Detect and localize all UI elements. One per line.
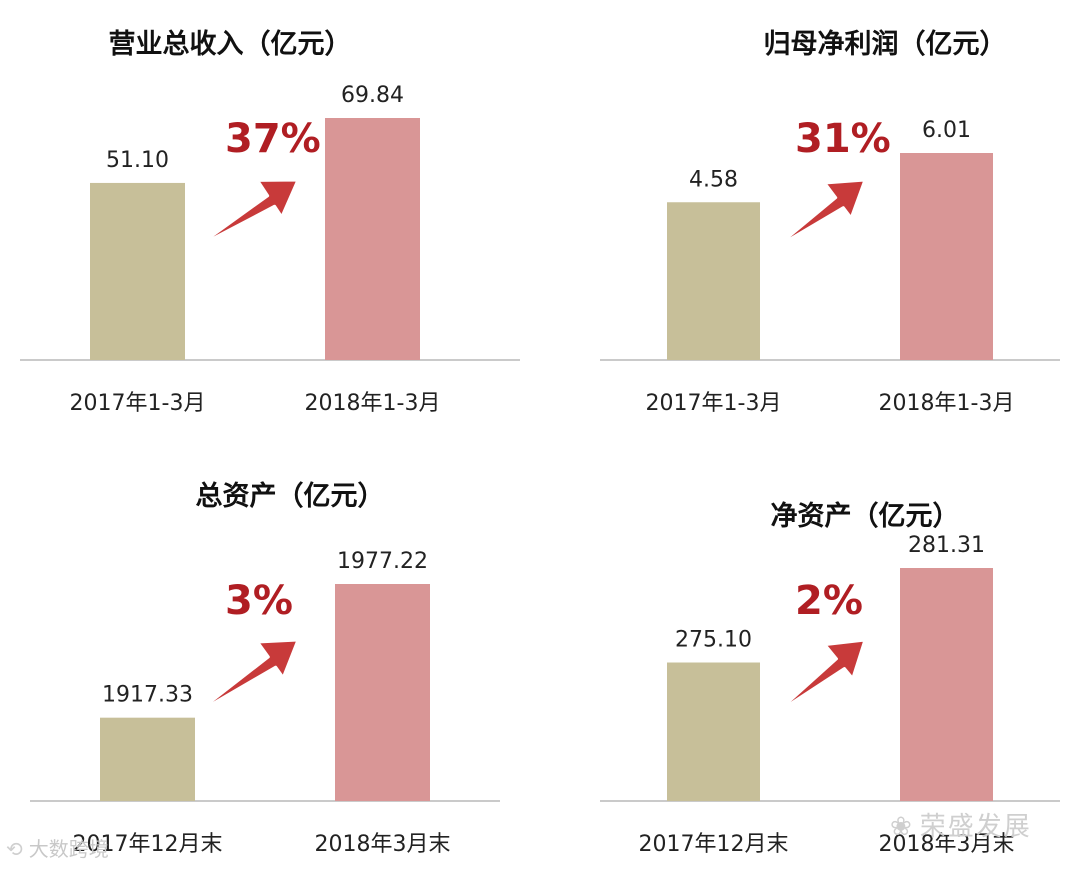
- watermark-right: ❀ 荣盛发展: [890, 812, 1032, 842]
- growth-arrow-icon: [773, 178, 867, 250]
- chart-title: 净资产（亿元）: [770, 501, 960, 532]
- wechat-icon: ❀: [890, 812, 914, 842]
- growth-percent-label: 31%: [795, 116, 891, 162]
- chart-panel-net-assets: 净资产（亿元） 275.10 2017年12月末 281.31 2018年3月末 2%: [540, 436, 1080, 872]
- chart-title: 营业总收入（亿元）: [108, 29, 352, 60]
- chart-panel-net-profit: 归母净利润（亿元） 4.58 2017年1-3月 6.01 2018年1-3月 31%: [540, 0, 1080, 436]
- category-label: 2017年1-3月: [70, 391, 206, 416]
- bar-chart: 4.58 2017年1-3月 6.01 2018年1-3月 31%: [600, 116, 1060, 416]
- category-label: 2018年3月末: [315, 832, 451, 857]
- growth-arrow-icon: [193, 638, 300, 716]
- category-label: 2017年12月末: [73, 832, 223, 857]
- growth-arrow-icon: [193, 178, 300, 250]
- bar-current: [325, 118, 420, 360]
- bar-value-label: 6.01: [922, 118, 971, 143]
- bar-chart: 51.10 2017年1-3月 69.84 2018年1-3月 37%: [20, 83, 520, 416]
- chart-panel-total-assets: 总资产（亿元） 1917.33 2017年12月末 1977.22 2018年3月末 3…: [0, 436, 540, 872]
- bar-previous: [100, 717, 195, 801]
- growth-percent-label: 3%: [225, 578, 293, 624]
- category-label: 2018年1-3月: [305, 391, 441, 416]
- bar-value-label: 275.10: [675, 628, 752, 653]
- bar-current: [900, 153, 993, 360]
- category-label: 2017年12月末: [639, 832, 789, 857]
- chart-panel-revenue: 营业总收入（亿元） 51.10 2017年1-3月 69.84 2018年1-3月 37…: [0, 0, 540, 436]
- bar-value-label: 51.10: [106, 148, 169, 173]
- bar-current: [335, 584, 430, 801]
- bar-previous: [90, 182, 185, 360]
- bar-value-label: 69.84: [341, 83, 404, 108]
- growth-percent-label: 37%: [225, 116, 321, 162]
- growth-percent-label: 2%: [795, 578, 863, 624]
- watermark-left: ⟲ 大数跨境: [6, 837, 109, 861]
- growth-arrow-icon: [773, 638, 867, 716]
- chart-title: 归母净利润（亿元）: [763, 29, 1007, 60]
- category-label: 2018年3月末: [879, 832, 1015, 857]
- bar-chart: 275.10 2017年12月末 281.31 2018年3月末 2%: [600, 533, 1060, 857]
- bar-previous: [667, 662, 760, 801]
- category-label: 2018年1-3月: [879, 391, 1015, 416]
- bar-value-label: 1917.33: [102, 683, 193, 708]
- bar-previous: [667, 202, 760, 360]
- weibo-icon: ⟲: [6, 837, 23, 861]
- category-label: 2017年1-3月: [646, 391, 782, 416]
- bar-value-label: 4.58: [689, 167, 738, 192]
- bar-current: [900, 568, 993, 801]
- bar-value-label: 281.31: [908, 533, 985, 558]
- bar-chart: 1917.33 2017年12月末 1977.22 2018年3月末 3%: [30, 549, 500, 857]
- bar-value-label: 1977.22: [337, 549, 428, 574]
- chart-title: 总资产（亿元）: [195, 481, 385, 512]
